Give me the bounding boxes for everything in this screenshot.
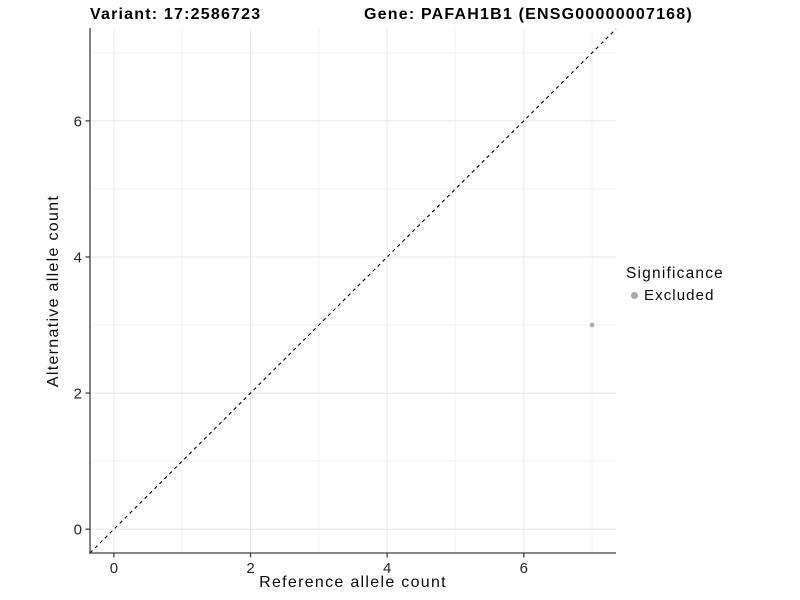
x-tick-label: 4 [383,560,391,577]
gene-title: Gene: PAFAH1B1 (ENSG00000007168) [364,6,693,23]
y-tick-label: 6 [74,113,82,130]
legend-item-label: Excluded [644,287,715,304]
x-tick-label: 2 [246,560,254,577]
legend-title: Significance [626,265,724,282]
y-tick-label: 2 [74,386,82,403]
y-tick-label: 4 [74,249,82,266]
x-axis-title: Reference allele count [259,574,447,591]
x-tick-label: 6 [520,560,528,577]
legend-key-dot-icon [631,292,638,299]
legend-item: Excluded [626,287,724,304]
data-point [589,322,595,328]
identity-reference-line [89,28,617,554]
x-tick-label: 0 [110,560,118,577]
legend: Significance Excluded [626,265,724,304]
legend-items: Excluded [626,287,724,304]
variant-title: Variant: 17:2586723 [90,6,262,23]
y-tick-label: 0 [74,522,82,539]
y-axis-title: Alternative allele count [45,194,62,388]
